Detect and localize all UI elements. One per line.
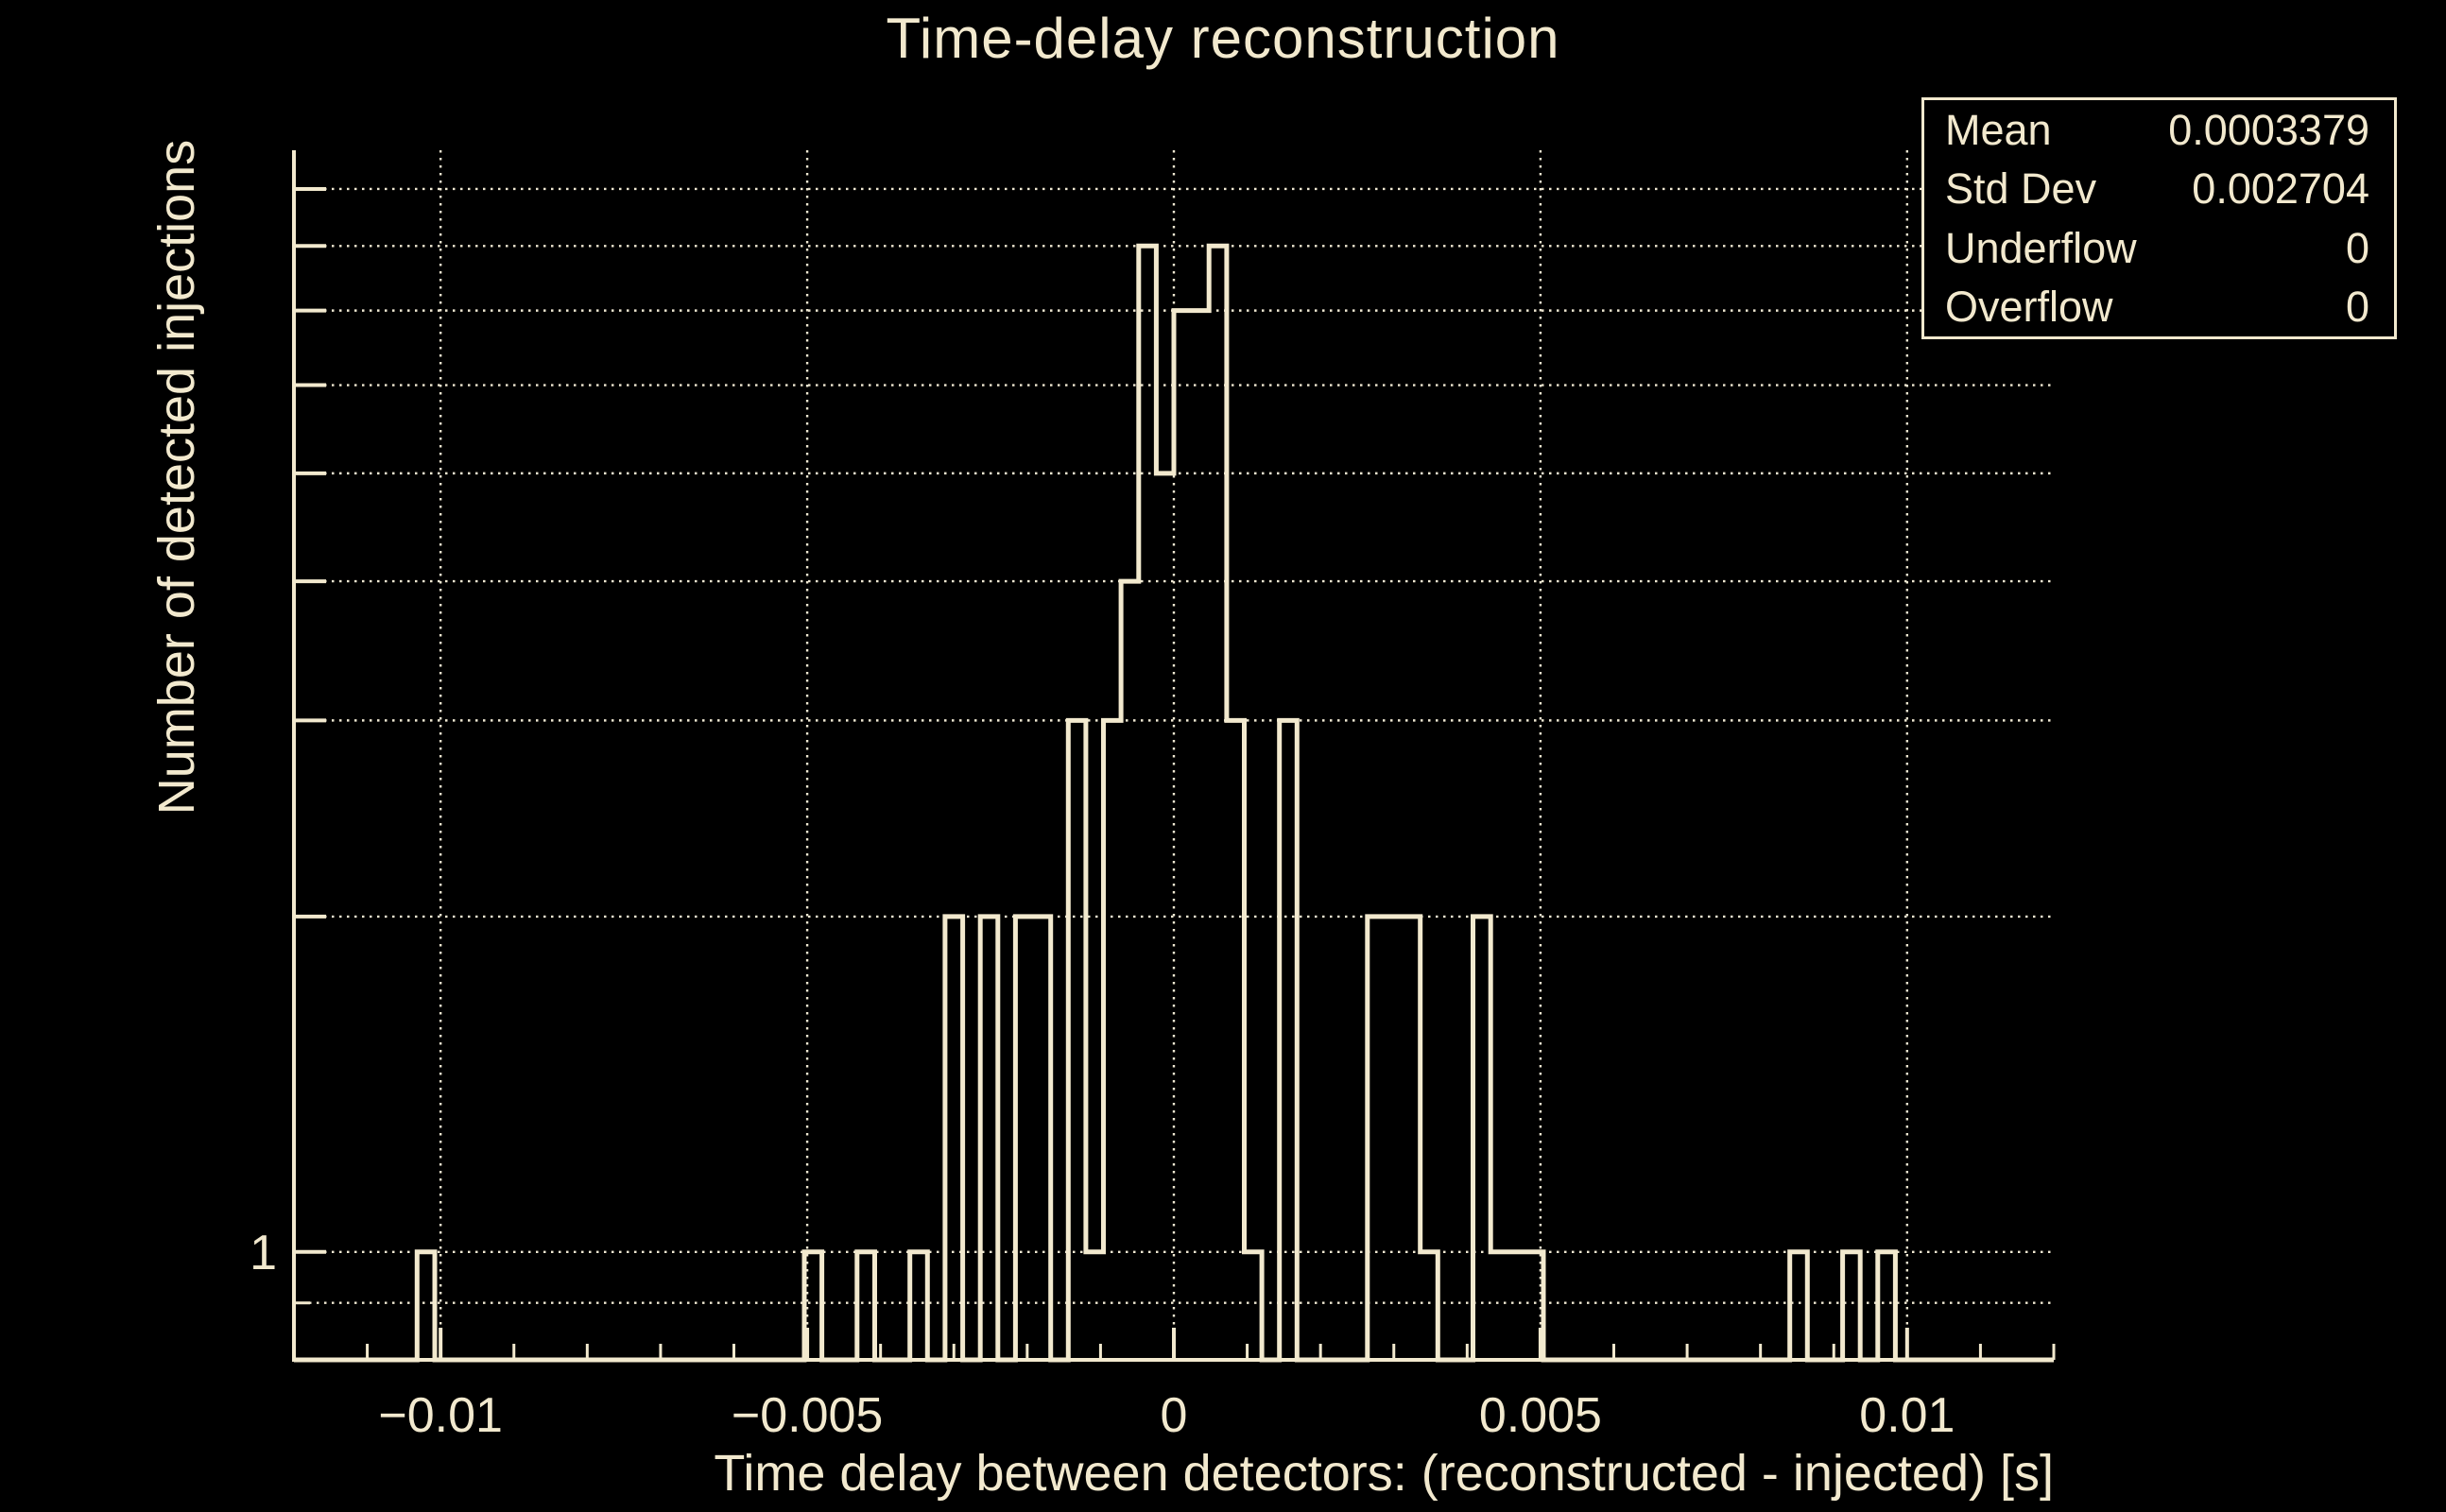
- histogram-line: [294, 243, 2054, 1363]
- y-tick-label: 1: [250, 1226, 277, 1280]
- x-axis-title: Time delay between detectors: (reconstru…: [714, 1445, 2054, 1502]
- stat-value: 0: [2345, 223, 2369, 272]
- stats-box: Mean 0.0003379 Std Dev 0.002704 Underflo…: [1921, 97, 2397, 339]
- plot-title: Time-delay reconstruction: [886, 7, 1560, 70]
- stats-row-underflow: Underflow 0: [1924, 227, 2394, 269]
- stats-row-stddev: Std Dev 0.002704: [1924, 167, 2394, 210]
- stats-row-overflow: Overflow 0: [1924, 285, 2394, 328]
- x-tick-label: −0.01: [378, 1388, 503, 1443]
- stat-label: Overflow: [1945, 283, 2113, 332]
- stat-label: Mean: [1945, 105, 2052, 154]
- stat-value: 0: [2345, 283, 2369, 332]
- axis-labels: −0.01 −0.005 0 0.005 0.01 1 Time delay between…: [148, 140, 2054, 1502]
- stats-row-mean: Mean 0.0003379: [1924, 109, 2394, 151]
- gridlines: [294, 150, 2054, 1360]
- x-tick-label: −0.005: [732, 1388, 884, 1443]
- stat-label: Std Dev: [1945, 164, 2097, 214]
- stat-value: 0.0003379: [2168, 105, 2369, 154]
- x-tick-label: 0.01: [1859, 1388, 1955, 1443]
- stat-value: 0.002704: [2192, 164, 2369, 214]
- y-axis-title: Number of detected injections: [148, 140, 205, 815]
- x-tick-label: 0: [1161, 1388, 1188, 1443]
- x-tick-label: 0.005: [1479, 1388, 1602, 1443]
- stat-label: Underflow: [1945, 223, 2137, 272]
